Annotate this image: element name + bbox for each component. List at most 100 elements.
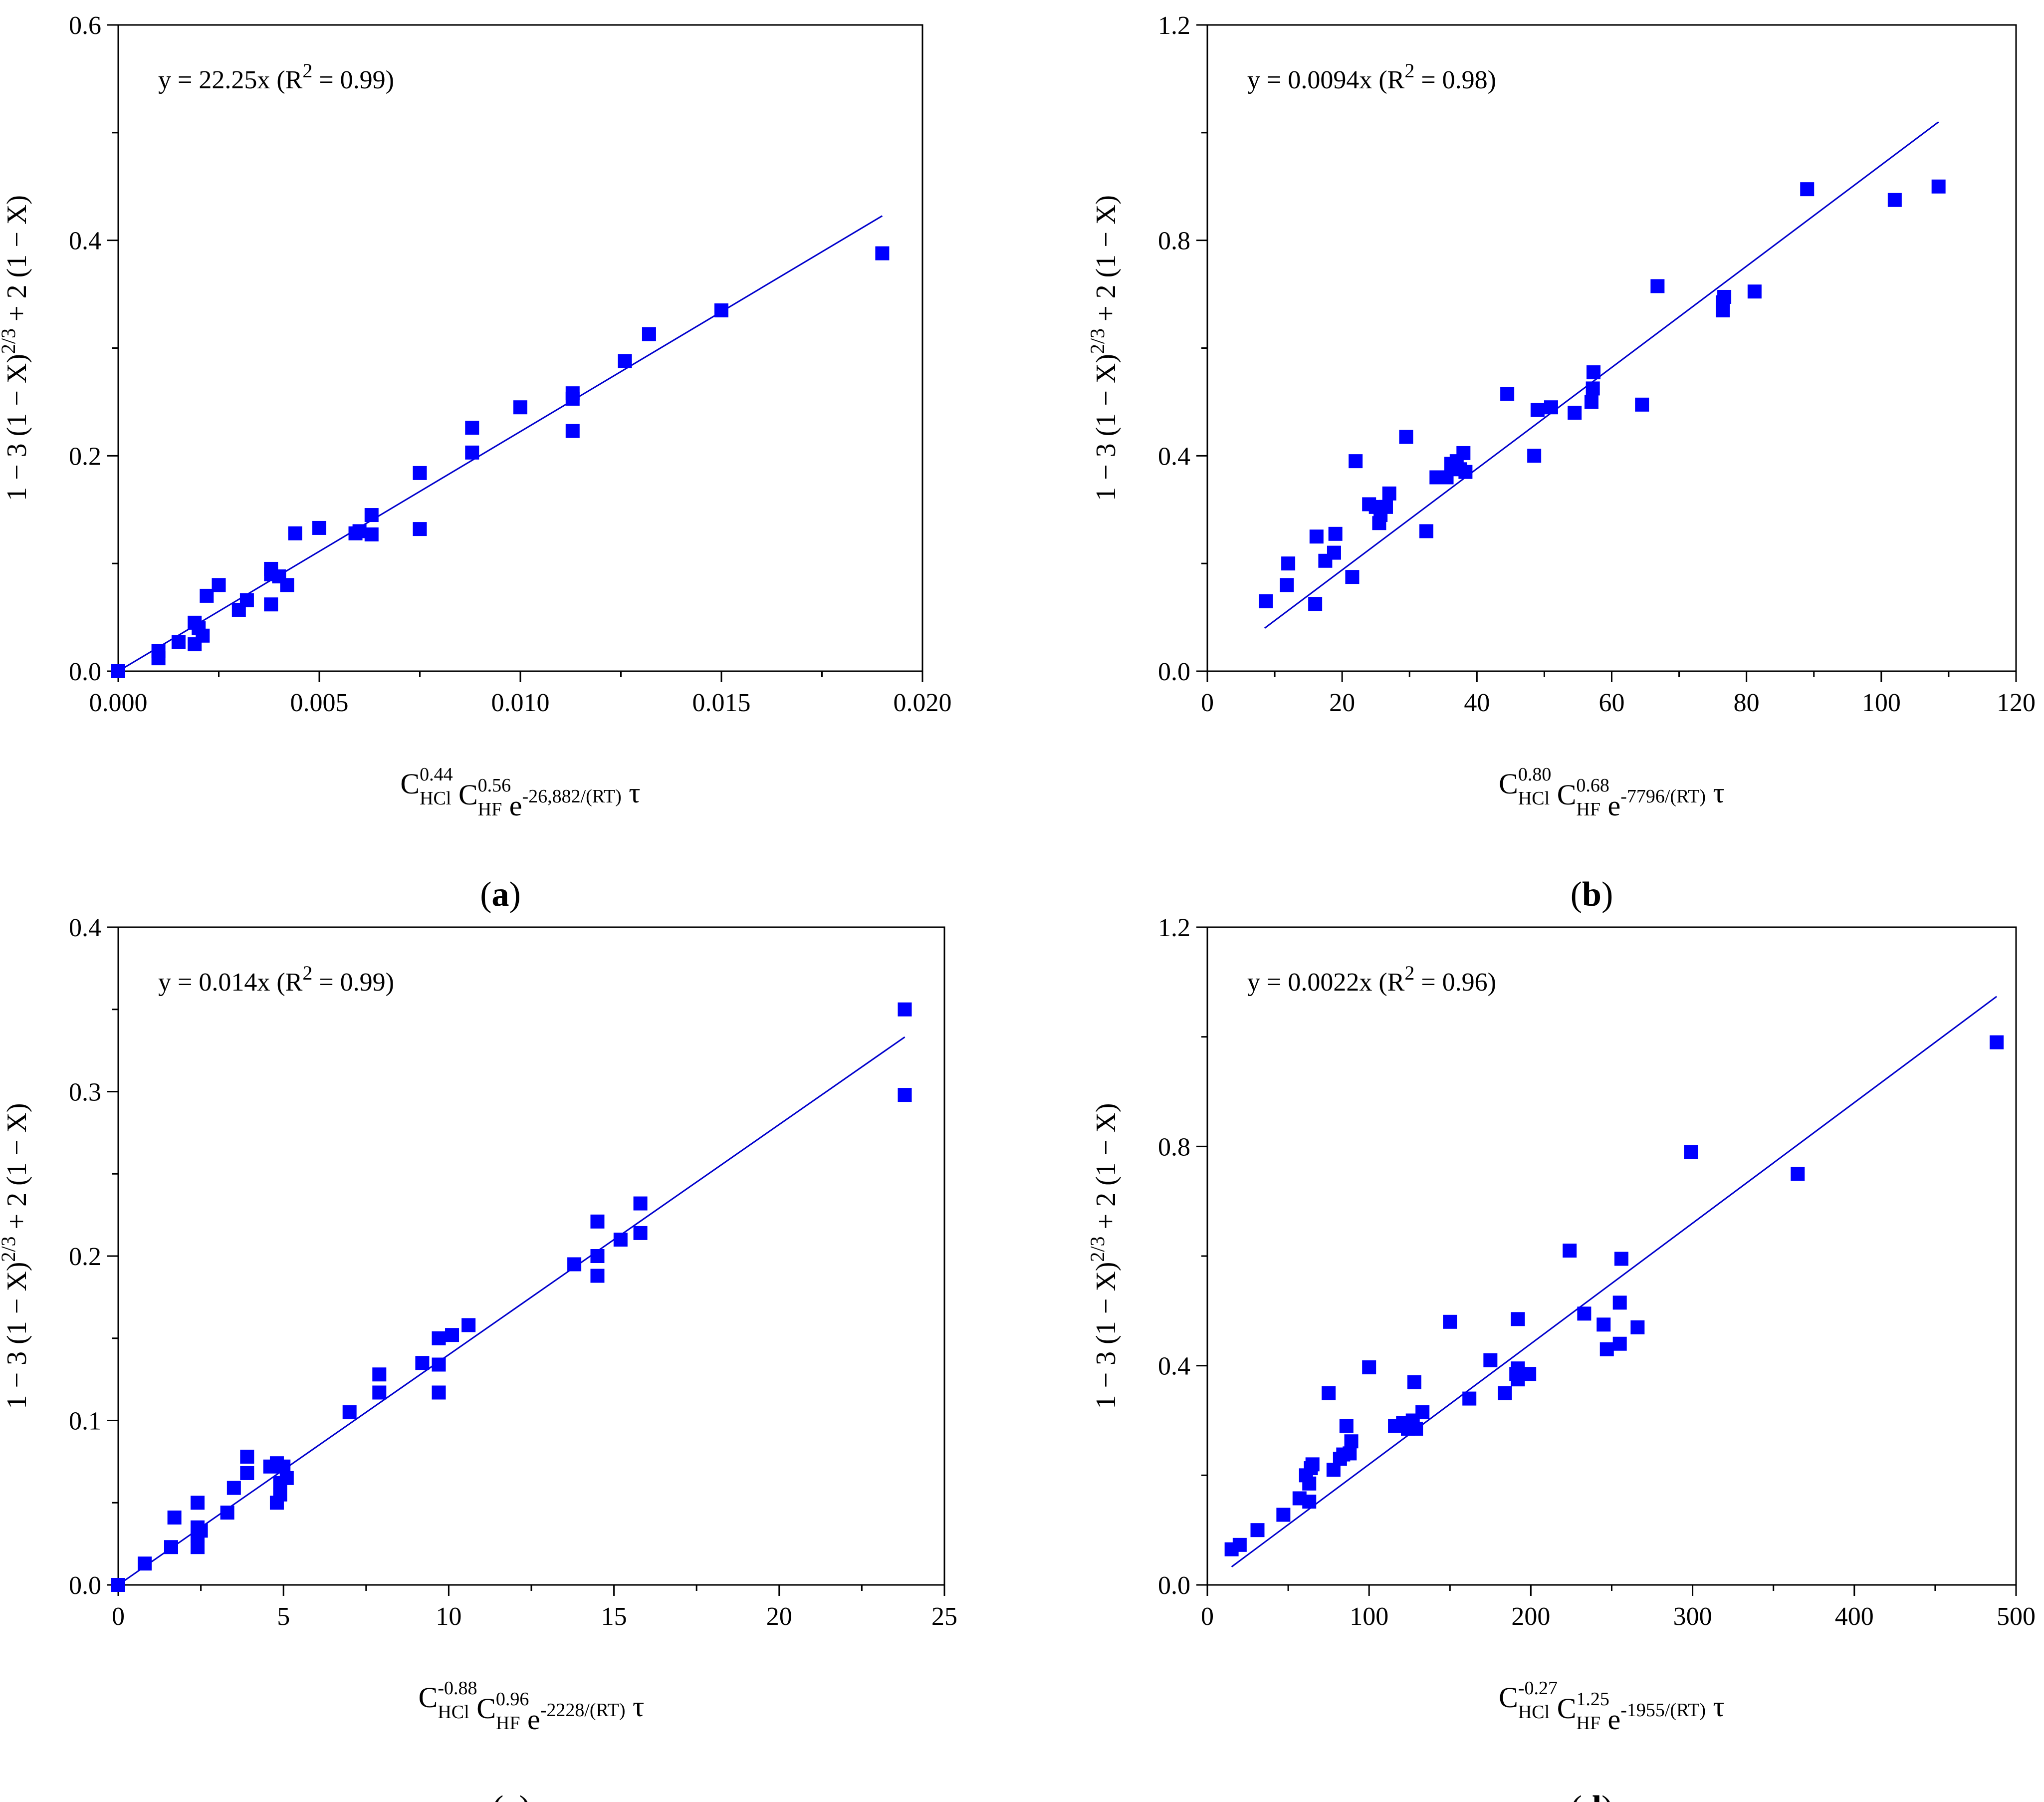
chart-d-data-point (1577, 1306, 1591, 1321)
chart-b-data-point (1747, 284, 1762, 299)
chart-d-data-point (1276, 1508, 1291, 1522)
chart-d-x-axis-label-base: C (1550, 1692, 1576, 1725)
chart-b-data-point (1327, 545, 1341, 560)
chart-a-data-point (364, 527, 379, 541)
chart-b-data-point (1259, 594, 1273, 608)
chart-d-y-tick-label: 1.2 (1158, 914, 1190, 942)
chart-c-x-tick-label: 0 (112, 1602, 125, 1631)
chart-a-y-tick-label: 0.0 (69, 658, 101, 686)
chart-b-x-axis-label-sup: -7796/(RT) (1620, 786, 1706, 807)
chart-c-data-point (190, 1540, 205, 1554)
chart-d-data-point (1232, 1538, 1247, 1552)
chart-a-data-point (714, 303, 728, 317)
chart-b-data-point (1584, 395, 1598, 409)
chart-d-x-axis-label-base: C (1499, 1681, 1518, 1714)
chart-d-equation: y = 0.0022x (R2 = 0.96) (1247, 962, 1496, 997)
chart-a-x-axis-label: C0.44 HCl C0.56 HF e-26,882/(RT) τ (400, 764, 640, 822)
chart-d-x-axis-label-sup: -1955/(RT) (1620, 1700, 1706, 1721)
chart-b-x-axis-label-base: C (1550, 778, 1576, 811)
chart-b-data-point (1530, 403, 1545, 417)
chart-d-x-tick-label: 100 (1350, 1602, 1388, 1631)
chart-c-data-point (567, 1257, 582, 1272)
chart-b-data-point (1439, 470, 1454, 485)
chart-a-y-axis-label-text-end: + 2 (1 − X) (1, 195, 32, 328)
chart-d-data-point (1462, 1391, 1477, 1406)
chart-c-data-point (372, 1367, 387, 1382)
chart-b-x-axis-label-sub: HCl (1518, 788, 1550, 809)
chart-b-data-point (1349, 454, 1363, 469)
chart-b-data-point (1308, 597, 1323, 611)
chart-d-y-axis-label: 1 − 3 (1 − X)2/3 + 2 (1 − X) (1086, 1103, 1122, 1409)
chart-c-data-point (137, 1556, 152, 1571)
chart-b-data-point (1587, 365, 1601, 380)
chart-a-x-tick-label: 0.000 (89, 689, 148, 717)
chart-c-data-point (167, 1510, 182, 1525)
chart-a-data-point (413, 466, 427, 480)
chart-d-data-point (1612, 1295, 1627, 1310)
chart-c-data-point (898, 1002, 912, 1017)
chart-b-data-point (1328, 526, 1343, 541)
chart-c-x-tick-label: 5 (277, 1602, 290, 1631)
chart-d-x-tick-label: 300 (1673, 1602, 1712, 1631)
chart-b-panel-label: (b) (1571, 875, 1613, 914)
chart-a-data-point (364, 508, 379, 522)
chart-c-data-point (633, 1226, 648, 1240)
chart-d-data-point (1630, 1320, 1645, 1334)
chart-a-data-point (413, 522, 427, 536)
chart-d-data-point (1305, 1457, 1320, 1472)
chart-c-data-point (415, 1356, 430, 1370)
chart-d-data-point (1302, 1495, 1317, 1509)
chart-a-data-point (151, 651, 166, 666)
chart-b-y-tick-label: 1.2 (1158, 11, 1190, 40)
chart-c-data-point (432, 1385, 446, 1400)
chart-a-data-point (212, 578, 226, 592)
chart-d-data-point (1596, 1317, 1611, 1332)
chart-c-equation-r2-sup: 2 (302, 962, 312, 984)
chart-c-y-tick-label: 0.4 (69, 914, 101, 942)
chart-d-data-point (1407, 1375, 1421, 1389)
chart-b-y-axis-label-sup: 2/3 (1086, 328, 1109, 354)
chart-a-x-axis-label-base: e (502, 789, 522, 822)
chart-d-panel-label: (d) (1571, 1789, 1613, 1802)
chart-d-x-tick-label: 500 (1997, 1602, 2036, 1631)
chart-d-data-point (1362, 1360, 1376, 1374)
chart-a-data-point (465, 445, 479, 460)
chart-b-x-axis-label: C0.80 HCl C0.68 HF e-7796/(RT) τ (1499, 764, 1725, 822)
chart-b-data-point (1281, 556, 1296, 571)
chart-a-y-tick-label: 0.6 (69, 11, 101, 40)
chart-d-data-point (1563, 1244, 1577, 1258)
chart-c-equation-text-end: = 0.99) (312, 968, 394, 997)
chart-a-equation-text-end: = 0.99) (312, 66, 394, 94)
chart-d-data-point (1498, 1386, 1512, 1400)
chart-c-data-point (590, 1269, 605, 1283)
chart-b-y-tick-label: 0.4 (1158, 442, 1190, 471)
chart-d-y-axis-label-sup: 2/3 (1086, 1236, 1109, 1262)
chart-b-data-point (1399, 430, 1413, 444)
chart-c-x-axis-label-sub: HCl (438, 1702, 469, 1723)
chart-a-panel-label: (a) (480, 875, 521, 914)
chart-c-data-point (432, 1331, 446, 1345)
chart-a-x-tick-label: 0.005 (290, 689, 349, 717)
chart-a-data-point (565, 391, 580, 406)
chart-a-x-tick-label: 0.010 (491, 689, 550, 717)
chart-a-data-point (280, 578, 294, 592)
chart-d-x-axis-label: C-0.27 HCl C1.25 HF e-1955/(RT) τ (1499, 1678, 1725, 1736)
chart-c-data-point (111, 1578, 125, 1592)
chart-b-y-axis-label-text: 1 − 3 (1 − X) (1091, 354, 1122, 501)
chart-b-panel-label-open: ( (1571, 875, 1582, 914)
chart-c-data-point (240, 1449, 254, 1464)
chart-c-data-point (227, 1481, 241, 1495)
chart-a-equation: y = 22.25x (R2 = 0.99) (158, 59, 394, 94)
chart-c-y-tick-label: 0.1 (69, 1407, 101, 1436)
chart-c-data-point (590, 1249, 605, 1263)
chart-b-x-tick-label: 0 (1201, 689, 1214, 717)
chart-c-y-axis-label-text-end: + 2 (1 − X) (1, 1103, 32, 1237)
chart-c-y-tick-label: 0.3 (69, 1078, 101, 1107)
chart-b-fit-line (1264, 121, 1939, 629)
chart-b-y-tick-label: 0.8 (1158, 227, 1190, 256)
chart-b-y-axis-label-text-end: + 2 (1 − X) (1091, 195, 1122, 328)
chart-b-x-tick-label: 20 (1329, 689, 1355, 717)
chart-c-fit-line (118, 1036, 906, 1586)
chart-c-x-axis-label: C-0.88 HCl C0.96 HF e-2228/(RT) τ (419, 1678, 645, 1736)
